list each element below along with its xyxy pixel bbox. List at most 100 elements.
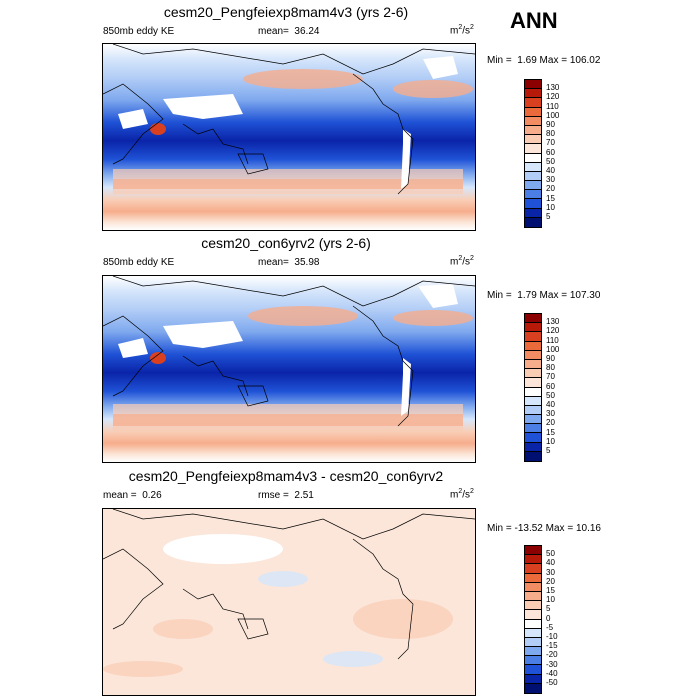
colorbar-tick-label: 15 xyxy=(546,586,555,595)
colorbar-segment xyxy=(525,332,541,342)
colorbar-segment xyxy=(525,341,541,351)
colorbar-segment xyxy=(525,591,541,602)
colorbar-segment xyxy=(525,387,541,397)
colorbar-segment xyxy=(525,323,541,333)
colorbar-tick-label: 30 xyxy=(546,409,555,419)
colorbar-tick-label: 60 xyxy=(546,381,555,391)
colorbar-tick-label: 30 xyxy=(546,175,555,185)
colorbar-segment xyxy=(525,601,541,611)
panel-3-colorbar xyxy=(524,545,542,694)
panel-2-mean: mean= 35.98 xyxy=(258,257,320,268)
colorbar-tick-label: 100 xyxy=(546,344,560,354)
panel-3-units: m2/s2 xyxy=(450,488,474,501)
colorbar-tick-label: -10 xyxy=(546,632,558,641)
colorbar-segment xyxy=(525,424,541,434)
colorbar-segment xyxy=(525,405,541,416)
colorbar-segment xyxy=(525,442,541,452)
colorbar-segment xyxy=(525,656,541,666)
panel-2-units: m2/s2 xyxy=(450,255,474,268)
colorbar-segment xyxy=(525,107,541,117)
colorbar-segment xyxy=(525,665,541,675)
colorbar-tick-label: 110 xyxy=(546,335,559,345)
colorbar-segment xyxy=(525,208,541,218)
colorbar-segment xyxy=(525,162,541,172)
colorbar-tick-label: 90 xyxy=(546,120,555,129)
colorbar-segment xyxy=(525,190,541,200)
colorbar-tick-label: 70 xyxy=(546,372,555,382)
colorbar-segment xyxy=(525,433,541,443)
colorbar-tick-label: 50 xyxy=(546,390,555,400)
panel-2-min-max: Min = 1.79 Max = 107.30 xyxy=(487,290,601,301)
colorbar-tick-label: -30 xyxy=(546,659,558,669)
season-label: ANN xyxy=(510,8,558,33)
colorbar-tick-label: -15 xyxy=(546,641,558,651)
colorbar-tick-label: 15 xyxy=(546,193,555,203)
colorbar-tick-label: 80 xyxy=(546,363,555,373)
colorbar-tick-label: 10 xyxy=(546,436,555,446)
panel-1-colorbar-labels: 130 120 110 100 90 80 70 60 50 40 30 20 15 10 5 xyxy=(546,79,586,227)
colorbar-tick-label: 50 xyxy=(546,549,555,559)
panel-3-min-max: Min = -13.52 Max = 10.16 xyxy=(487,523,601,534)
colorbar-segment xyxy=(525,378,541,388)
colorbar-tick-label: 60 xyxy=(546,147,555,157)
colorbar-segment xyxy=(525,555,541,565)
colorbar-tick-label: 40 xyxy=(546,166,555,175)
panel-1-mean: mean= 36.24 xyxy=(258,26,320,37)
panel-3-rmse: rmse = 2.51 xyxy=(258,490,314,501)
panel-3-map xyxy=(102,508,476,696)
colorbar-tick-label: 5 xyxy=(546,212,551,221)
colorbar-segment xyxy=(525,647,541,657)
colorbar-tick-label: 110 xyxy=(546,101,559,111)
panel-2-colorbar xyxy=(524,313,542,462)
colorbar-tick-label: 40 xyxy=(546,400,555,409)
colorbar-tick-label: 40 xyxy=(546,558,555,568)
colorbar-segment xyxy=(525,144,541,154)
panel-2-colorbar-labels: 130 120 110 100 90 80 70 60 50 40 30 20 15 10 5 xyxy=(546,313,586,461)
colorbar-segment xyxy=(525,573,541,583)
colorbar-tick-label: 130 xyxy=(546,83,560,93)
panel-1-map xyxy=(102,43,476,231)
colorbar-segment xyxy=(525,683,541,693)
colorbar-tick-label: 0 xyxy=(546,613,551,623)
colorbar-tick-label: -5 xyxy=(546,622,554,632)
colorbar-segment xyxy=(525,125,541,136)
panel-2-title: cesm20_con6yrv2 (yrs 2-6) xyxy=(201,235,371,251)
panel-1-min-max: Min = 1.69 Max = 106.02 xyxy=(487,55,601,66)
colorbar-tick-label: 70 xyxy=(546,138,555,148)
colorbar-tick-label: 5 xyxy=(546,446,551,455)
panel-1-colorbar xyxy=(524,79,542,228)
colorbar-tick-label: 90 xyxy=(546,354,555,363)
colorbar-tick-label: 20 xyxy=(546,418,555,428)
colorbar-segment xyxy=(525,451,541,461)
panel-3-title: cesm20_Pengfeiexp8mam4v3 - cesm20_con6yr… xyxy=(128,468,444,484)
colorbar-tick-label: 80 xyxy=(546,129,555,139)
colorbar-segment xyxy=(525,350,541,360)
colorbar-tick-label: 15 xyxy=(546,427,555,437)
colorbar-segment xyxy=(525,359,541,370)
colorbar-tick-label: 50 xyxy=(546,156,555,166)
colorbar-tick-label: -20 xyxy=(546,650,558,660)
colorbar-segment xyxy=(525,135,541,145)
colorbar-tick-label: 5 xyxy=(546,604,551,614)
panel-2-variable-label: 850mb eddy KE xyxy=(103,257,175,268)
colorbar-segment xyxy=(525,181,541,191)
colorbar-segment xyxy=(525,89,541,99)
colorbar-tick-label: 20 xyxy=(546,184,555,194)
colorbar-tick-label: 130 xyxy=(546,317,560,327)
colorbar-segment xyxy=(525,153,541,163)
colorbar-segment xyxy=(525,564,541,574)
colorbar-tick-label: 100 xyxy=(546,110,560,120)
colorbar-tick-label: 20 xyxy=(546,576,555,586)
colorbar-segment xyxy=(525,610,541,620)
colorbar-tick-label: 10 xyxy=(546,595,555,605)
colorbar-segment xyxy=(525,396,541,406)
colorbar-segment xyxy=(525,217,541,227)
colorbar-segment xyxy=(525,314,541,324)
colorbar-segment xyxy=(525,619,541,629)
colorbar-segment xyxy=(525,369,541,379)
colorbar-tick-label: -50 xyxy=(546,678,558,687)
colorbar-tick-label: 30 xyxy=(546,567,555,577)
colorbar-tick-label: 120 xyxy=(546,326,560,336)
colorbar-segment xyxy=(525,674,541,684)
colorbar-segment xyxy=(525,80,541,90)
